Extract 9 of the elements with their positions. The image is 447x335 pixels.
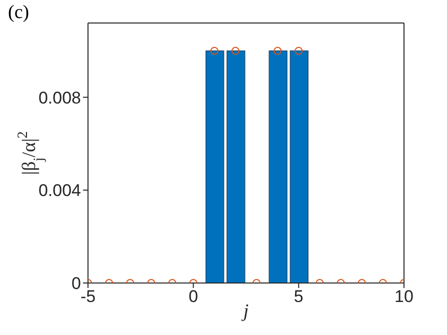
- y-tick-label: 0.008: [38, 88, 81, 108]
- x-axis-title: j: [240, 301, 249, 322]
- x-tick-label: 10: [394, 287, 414, 306]
- x-tick-label: 0: [188, 287, 198, 306]
- y-tick-label: 0: [72, 274, 81, 294]
- x-tick-label: 5: [294, 287, 304, 306]
- x-tick-label: -5: [80, 287, 96, 306]
- y-tick-label: 0.004: [38, 181, 81, 200]
- text: (c): [8, 2, 30, 24]
